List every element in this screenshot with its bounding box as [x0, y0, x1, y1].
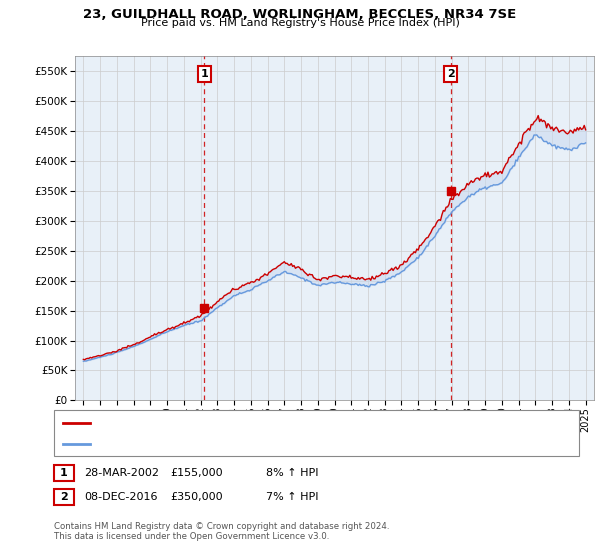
Text: 23, GUILDHALL ROAD, WORLINGHAM, BECCLES, NR34 7SE: 23, GUILDHALL ROAD, WORLINGHAM, BECCLES,… [83, 8, 517, 21]
Text: 1: 1 [60, 468, 68, 478]
Text: 7% ↑ HPI: 7% ↑ HPI [266, 492, 319, 502]
Text: 8% ↑ HPI: 8% ↑ HPI [266, 468, 319, 478]
Text: 23, GUILDHALL ROAD, WORLINGHAM, BECCLES, NR34 7SE (detached house): 23, GUILDHALL ROAD, WORLINGHAM, BECCLES,… [96, 418, 496, 428]
Text: 2: 2 [446, 69, 454, 79]
Text: Contains HM Land Registry data © Crown copyright and database right 2024.
This d: Contains HM Land Registry data © Crown c… [54, 522, 389, 542]
Text: £155,000: £155,000 [170, 468, 223, 478]
Text: 08-DEC-2016: 08-DEC-2016 [85, 492, 158, 502]
Text: HPI: Average price, detached house, East Suffolk: HPI: Average price, detached house, East… [96, 438, 351, 449]
Text: £350,000: £350,000 [170, 492, 223, 502]
Text: Price paid vs. HM Land Registry's House Price Index (HPI): Price paid vs. HM Land Registry's House … [140, 18, 460, 29]
Text: 28-MAR-2002: 28-MAR-2002 [85, 468, 160, 478]
Text: 1: 1 [200, 69, 208, 79]
Text: 2: 2 [60, 492, 68, 502]
